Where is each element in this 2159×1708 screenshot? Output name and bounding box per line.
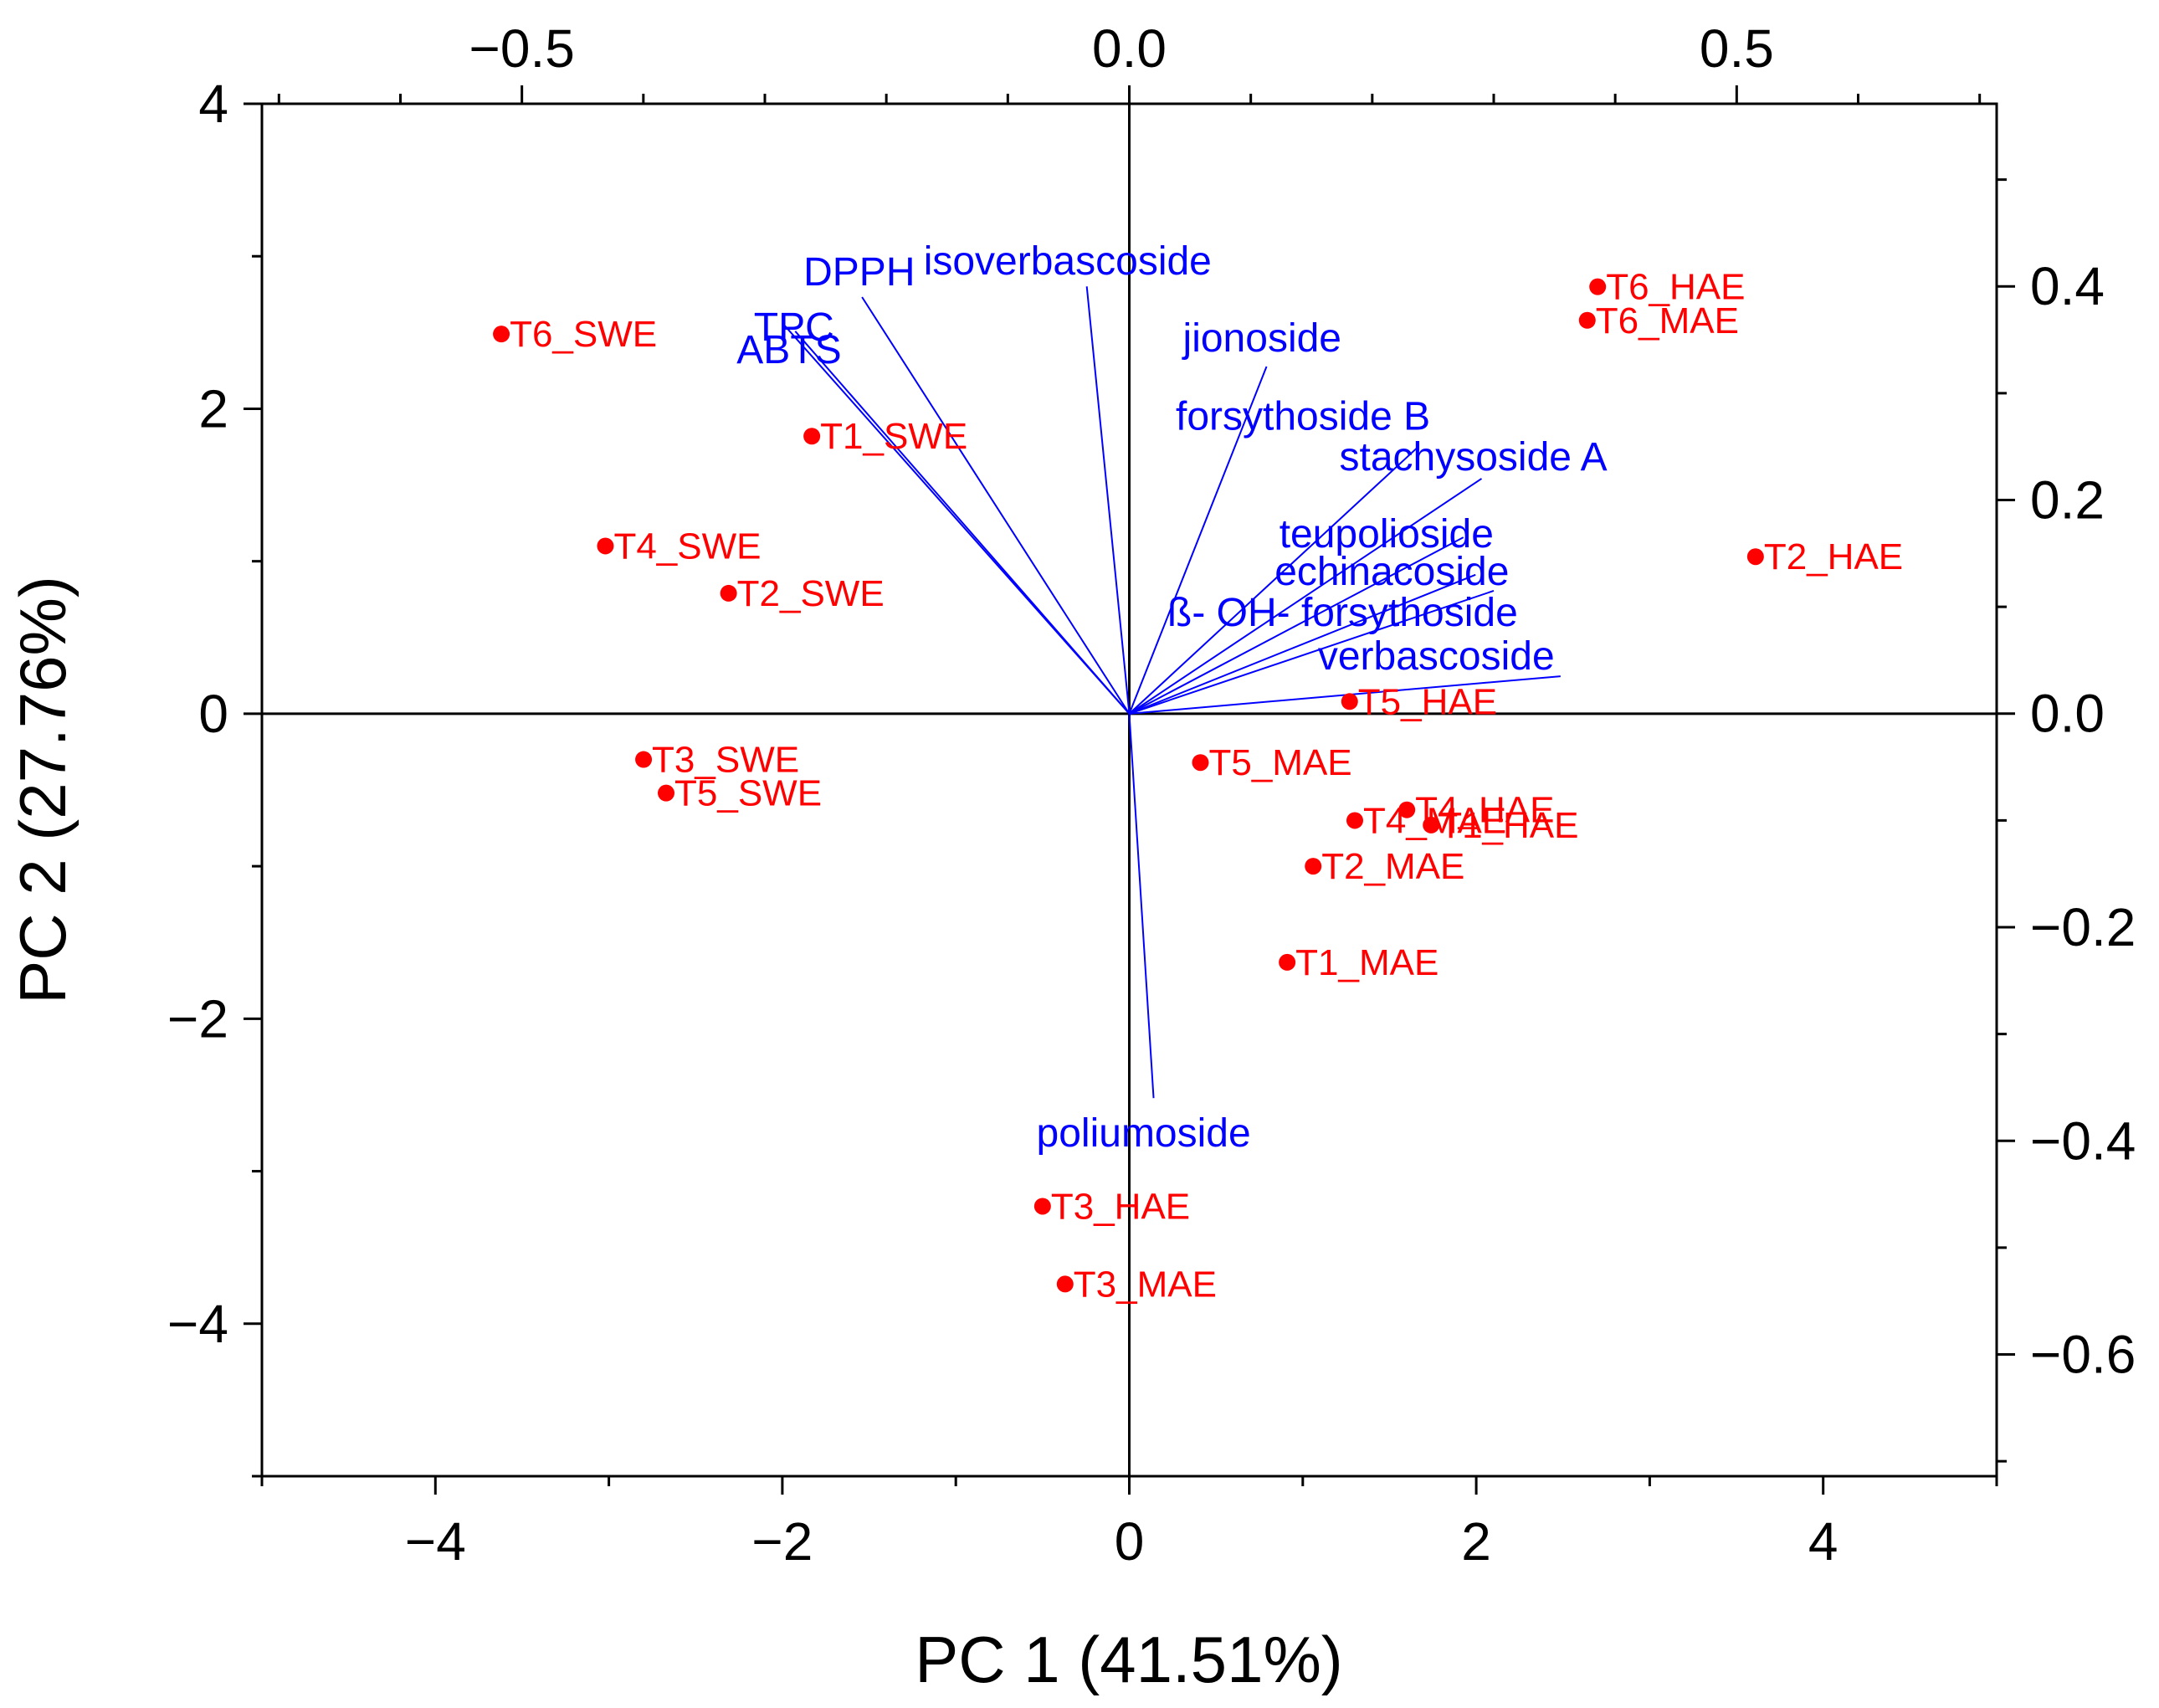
score-point-t5-hae — [1341, 693, 1358, 710]
loading-label-abts: ABTS — [736, 328, 841, 372]
loading-label-echinacoside: echinacoside — [1274, 550, 1509, 594]
loading-vector-dpph — [861, 296, 1131, 715]
score-label-t4-swe: T4_SWE — [613, 526, 761, 567]
left-axis: −4 −2 0 2 4 — [167, 74, 262, 1478]
score-point-t4-hae — [1398, 801, 1416, 818]
score-label-t3-mae: T3_MAE — [1074, 1264, 1217, 1305]
right-tick-label: −0.2 — [2030, 897, 2136, 957]
loading-label-tpc: TPC — [754, 305, 834, 350]
loading-vector-oh-forsythoside — [1129, 590, 1495, 715]
score-point-t2-mae — [1305, 858, 1322, 875]
loading-label-teupolioside: teupolioside — [1280, 512, 1494, 557]
score-label-t2-mae: T2_MAE — [1321, 846, 1464, 887]
y-axis-title: PC 2 (27.76%) — [6, 576, 79, 1004]
loading-vector-stachysoside-a — [1128, 478, 1483, 715]
score-label-t3-hae: T3_HAE — [1051, 1186, 1190, 1227]
loading-vector-abts — [794, 331, 1131, 715]
loading-label-oh-forsythoside: ß- OH- forsythoside — [1167, 591, 1518, 635]
x-axis-title: PC 1 (41.51%) — [915, 1623, 1343, 1696]
score-label-t5-mae: T5_MAE — [1208, 742, 1351, 783]
top-axis: −0.5 0.0 0.5 — [277, 18, 1982, 104]
x-tick-label: 2 — [1461, 1511, 1491, 1572]
loading-vector-poliumoside — [1128, 713, 1155, 1099]
loading-vector-teupolioside — [1129, 536, 1464, 715]
score-label-t3-swe: T3_SWE — [652, 740, 799, 781]
right-axis: 0.4 0.2 0.0 −0.2 −0.4 −0.6 — [1997, 178, 2136, 1463]
loading-label-isoverbascoside: isoverbascoside — [924, 239, 1212, 284]
loading-vector-isoverbascoside — [1085, 286, 1131, 714]
score-point-t1-hae — [1423, 816, 1440, 833]
right-tick-label: 0.4 — [2030, 256, 2105, 316]
score-label-t6-mae: T6_MAE — [1596, 300, 1739, 341]
loading-label-stachysoside-a: stachysoside A — [1339, 435, 1607, 480]
loading-vector-jionoside — [1128, 366, 1268, 715]
y-tick-label: 2 — [198, 378, 228, 439]
right-tick-label: −0.4 — [2030, 1110, 2136, 1171]
score-point-t2-swe — [720, 584, 737, 602]
score-label-t6-swe: T6_SWE — [510, 314, 657, 355]
score-point-t3-mae — [1056, 1275, 1074, 1293]
loading-label-dpph: DPPH — [803, 250, 915, 295]
score-point-t6-mae — [1578, 311, 1596, 329]
score-point-t6-hae — [1589, 278, 1607, 295]
score-point-t1-swe — [803, 428, 821, 445]
x-tick-label: 4 — [1808, 1511, 1838, 1572]
right-tick-label: 0.0 — [2030, 684, 2105, 744]
score-point-t6-swe — [493, 326, 510, 343]
y-tick-label: −2 — [167, 988, 228, 1049]
loading-vector-echinacoside — [1129, 573, 1476, 715]
score-label-t5-swe: T5_SWE — [674, 773, 822, 814]
score-label-t2-hae: T2_HAE — [1764, 536, 1903, 577]
y-tick-label: 0 — [198, 684, 228, 744]
score-point-t2-hae — [1746, 548, 1764, 566]
loading-label-forsythoside-b: forsythoside B — [1176, 395, 1430, 439]
right-tick-label: −0.6 — [2030, 1325, 2136, 1385]
bottom-axis: −4 −2 0 2 4 — [260, 1476, 1998, 1572]
loading-label-verbascoside: verbascoside — [1318, 634, 1555, 679]
right-tick-label: 0.2 — [2030, 469, 2105, 530]
score-label-t6-hae: T6_HAE — [1606, 267, 1745, 308]
x-tick-label: 0 — [1115, 1511, 1145, 1572]
score-label-t1-swe: T1_SWE — [820, 416, 967, 457]
top-tick-label: −0.5 — [469, 18, 574, 79]
score-point-t5-swe — [658, 784, 675, 802]
loading-label-jionoside: jionoside — [1182, 316, 1341, 361]
loading-label-poliumoside: poliumoside — [1037, 1111, 1251, 1156]
score-point-t5-mae — [1192, 754, 1209, 772]
loading-vector-forsythoside-b — [1128, 445, 1419, 715]
y-tick-label: 4 — [198, 74, 228, 134]
score-point-t4-mae — [1346, 812, 1363, 829]
score-point-t3-hae — [1033, 1198, 1051, 1215]
score-label-t2-swe: T2_SWE — [737, 573, 885, 614]
top-tick-label: 0.0 — [1092, 18, 1167, 79]
score-point-t4-swe — [597, 537, 614, 555]
x-tick-label: −2 — [751, 1511, 813, 1572]
x-tick-label: −4 — [405, 1511, 466, 1572]
score-label-t5-hae: T5_HAE — [1358, 681, 1497, 722]
y-tick-label: −4 — [167, 1294, 228, 1354]
top-tick-label: 0.5 — [1700, 18, 1774, 79]
score-label-t1-mae: T1_MAE — [1295, 942, 1438, 983]
score-point-t3-swe — [635, 751, 653, 768]
score-label-t1-hae: T1_HAE — [1439, 805, 1578, 846]
score-point-t1-mae — [1279, 953, 1296, 971]
